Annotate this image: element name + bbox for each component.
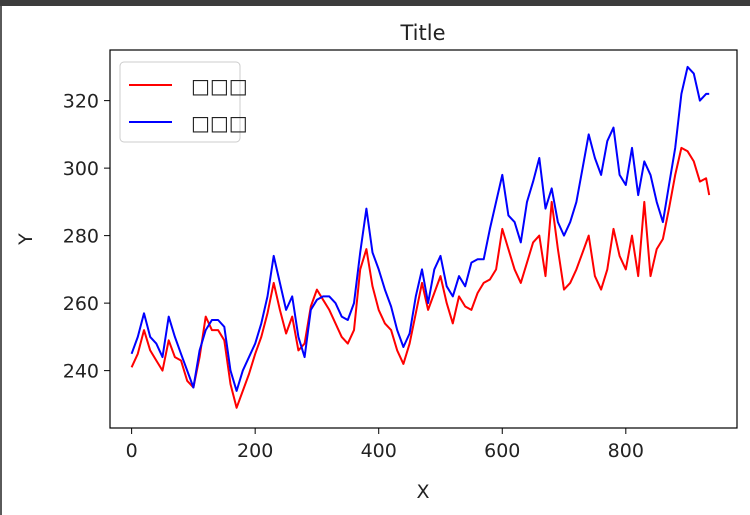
y-tick-label: 320 [63,91,99,113]
y-tick-label: 300 [63,158,99,180]
y-tick-label: 280 [63,226,99,248]
window-left-edge [0,6,2,515]
plot-area [130,65,711,409]
chart-title: Title [399,21,445,45]
series-line-2 [130,65,710,392]
axes-frame [109,49,738,429]
legend-label-series-2: □□□ [191,111,248,135]
x-tick-label: 600 [484,440,520,462]
x-tick-label: 200 [237,440,273,462]
x-tick-label: 0 [126,440,138,462]
legend-label-series-1: □□□ [191,74,248,98]
axis-ticks: 0 200 400 600 800 240 260 280 300 320 [63,91,644,462]
y-tick-label: 260 [63,293,99,315]
x-tick-label: 800 [608,440,644,462]
window-top-bar [0,0,750,6]
legend: □□□ □□□ [119,61,248,143]
x-tick-label: 400 [361,440,397,462]
x-axis-label: X [416,481,429,503]
y-axis-label: Y [15,233,37,246]
series-line-1 [130,146,711,409]
y-tick-label: 240 [63,361,99,383]
